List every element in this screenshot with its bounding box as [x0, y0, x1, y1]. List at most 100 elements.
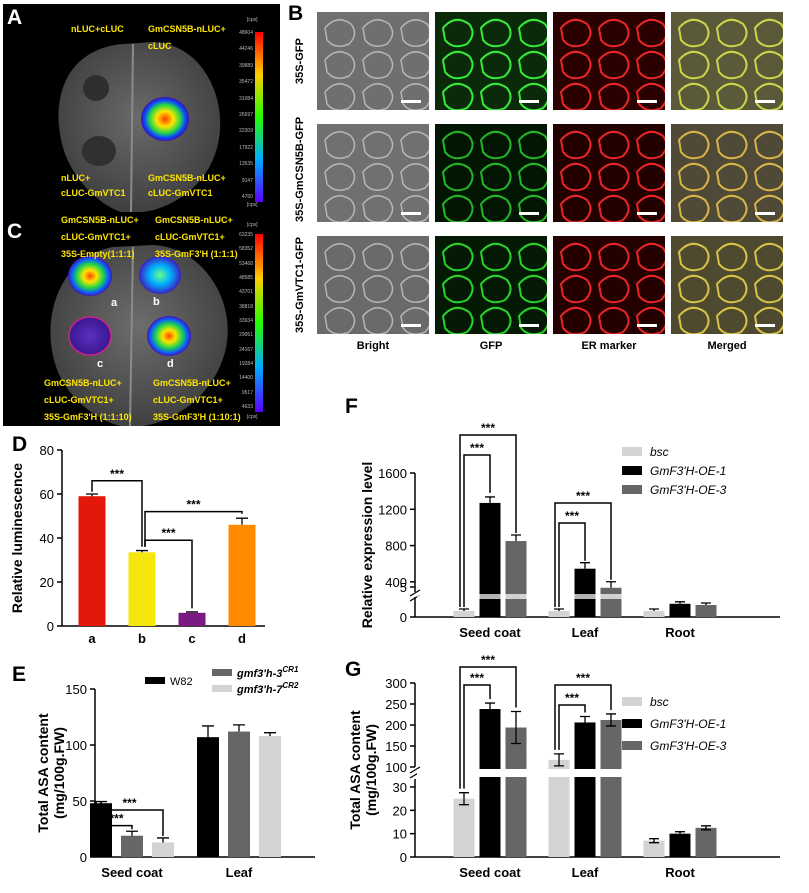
bar — [453, 611, 475, 617]
y-tick-label: 0 — [400, 850, 407, 865]
y-tick-label: 60 — [40, 487, 54, 502]
bar — [128, 552, 156, 626]
scale-tick-label: 53468 — [239, 260, 253, 267]
error-bar — [511, 710, 521, 745]
x-tick-label: Root — [665, 865, 695, 880]
image-background — [553, 236, 665, 334]
microscopy-image — [317, 236, 429, 334]
error-bar — [580, 715, 590, 730]
y-axis-label: Total ASA content — [347, 710, 363, 830]
scale-unit: [cps] — [247, 17, 258, 23]
condition-label: GmCSN5B-nLUC+ — [155, 215, 233, 225]
scale-unit: [cps] — [247, 222, 258, 228]
condition-label: GmCSN5B-nLUC+ — [148, 173, 226, 183]
image-background — [317, 12, 429, 110]
significance-label: *** — [470, 671, 484, 685]
bar — [695, 827, 717, 857]
condition-label: cLUC-GmVTC1+ — [44, 395, 114, 405]
column-label: Bright — [356, 340, 390, 352]
y-tick-label: 800 — [385, 539, 407, 554]
cell-outline — [677, 18, 783, 110]
y-tick-label: 30 — [393, 780, 407, 795]
error-bar — [580, 562, 590, 569]
error-bar — [459, 792, 469, 806]
y-tick-label: 80 — [40, 443, 54, 458]
y-axis-label: Relative expression level — [359, 462, 375, 629]
error-bar — [675, 601, 685, 604]
x-tick-label: c — [188, 631, 195, 646]
legend-label: gmf3'h-3CR1 — [236, 665, 299, 680]
scale-unit: [cps] — [247, 414, 258, 420]
cell-outline — [441, 18, 547, 110]
scale-bar — [637, 212, 657, 215]
legend-swatch — [622, 485, 642, 494]
condition-label: GmCSN5B-nLUC+ — [148, 24, 226, 34]
row-label: 35S-GmVTC1-GFP — [294, 237, 306, 333]
y-tick-label: 0 — [47, 619, 54, 634]
legend-swatch — [622, 697, 642, 706]
legend-label: bsc — [650, 695, 669, 709]
image-background — [317, 236, 429, 334]
row-label: 35S-GFP — [294, 38, 306, 84]
scale-tick-label: 17922 — [239, 144, 253, 151]
condition-label: 35S-Empty(1:1:1) — [61, 249, 135, 259]
scale-tick-label: 33934 — [239, 318, 253, 324]
legend-label: GmF3'H-OE-1 — [650, 717, 726, 731]
bar — [505, 727, 527, 857]
error-bar — [554, 608, 564, 611]
microscopy-image — [317, 12, 429, 110]
error-bar — [606, 713, 616, 727]
legend-swatch — [212, 669, 232, 676]
column-label: GFP — [479, 340, 503, 352]
x-tick-label: Leaf — [572, 625, 599, 640]
y-tick-label: 0 — [80, 850, 87, 865]
image-background — [553, 12, 665, 110]
chart-e: 0 50 100 150 Total ASA content (mg/100g.FW) Se… — [35, 665, 315, 880]
error-bar — [606, 581, 616, 588]
error-bar — [649, 608, 659, 611]
y-tick-label: 10 — [393, 827, 407, 842]
scale-tick-label: 39889 — [239, 62, 253, 69]
scale-tick-label: 13535 — [239, 161, 253, 168]
bar — [479, 502, 501, 617]
image-background — [317, 124, 429, 222]
row-label: 35S-GmCSN5B-GFP — [294, 116, 306, 222]
image-background — [671, 236, 783, 334]
scale-bar — [519, 100, 539, 103]
spot-label: d — [167, 358, 174, 370]
y-axis-label: (mg/100g.FW) — [51, 727, 67, 819]
condition-label: 35S-GmF3'H (1:10:1) — [153, 412, 241, 422]
scale-bar — [401, 212, 421, 215]
error-bar — [485, 702, 495, 716]
condition-label: GmCSN5B-nLUC+ — [153, 378, 231, 388]
image-background — [435, 124, 547, 222]
legend-label: W82 — [170, 676, 193, 688]
scale-unit: [cps] — [247, 202, 258, 208]
panel-label: G — [345, 658, 362, 681]
y-tick-label: 50 — [73, 794, 87, 809]
microscopy-image — [671, 236, 783, 334]
significance-bracket — [100, 801, 133, 830]
error-bar — [675, 831, 685, 837]
x-tick-label: Seed coat — [459, 865, 521, 880]
y-tick-label: 20 — [393, 803, 407, 818]
scale-tick-label: 31084 — [239, 95, 253, 102]
legend-superscript: CR1 — [282, 665, 299, 674]
y-axis-label: Total ASA content — [35, 713, 51, 833]
panel-label: F — [345, 395, 358, 418]
condition-label: cLUC-GmVTC1 — [148, 188, 213, 198]
significance-bracket — [558, 522, 586, 607]
y-tick-label: 200 — [385, 718, 407, 733]
scale-tick-label: 48585 — [239, 275, 253, 281]
y-tick-label: 0 — [400, 610, 407, 625]
y-tick-label: 1200 — [378, 502, 407, 517]
bar — [178, 612, 206, 626]
bar — [90, 803, 112, 857]
bar — [152, 842, 174, 857]
microscopy-image — [553, 236, 665, 334]
panel-c: C GmCSN5B-nLUC+ cLUC-GmVTC1+ 35S-Empty(1… — [3, 212, 280, 426]
bar — [78, 496, 106, 626]
significance-bracket — [463, 684, 491, 789]
significance-bracket — [144, 539, 193, 609]
chart-d: 0 20 40 60 80 Relative luminescence a b c d *** ***… — [9, 443, 265, 646]
